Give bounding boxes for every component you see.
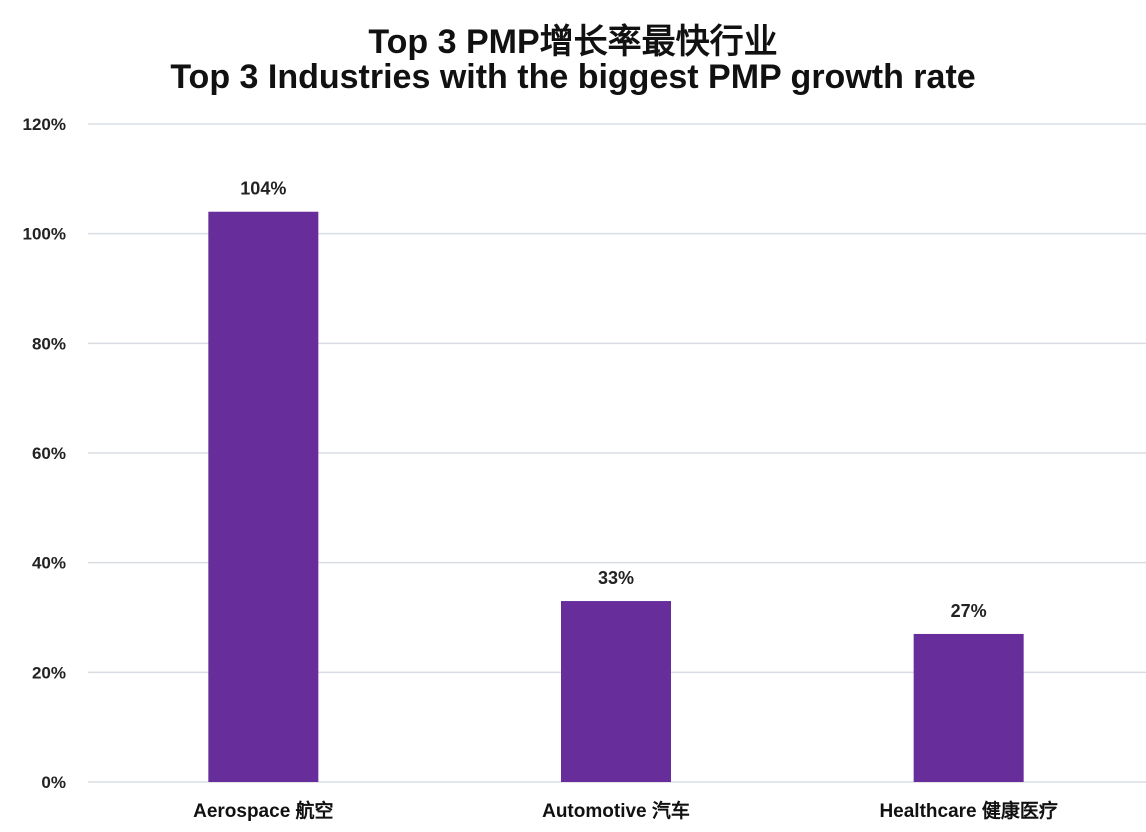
y-tick-label: 0% xyxy=(41,773,66,792)
y-tick-label: 120% xyxy=(23,115,66,134)
chart-title: Top 3 PMP增长率最快行业 xyxy=(368,23,778,61)
data-label: 33% xyxy=(598,568,634,588)
y-tick-label: 20% xyxy=(32,663,66,682)
chart-subtitle: Top 3 Industries with the biggest PMP gr… xyxy=(170,58,976,96)
bar xyxy=(913,633,1024,782)
x-category-label: Automotive 汽车 xyxy=(542,799,690,822)
data-label: 27% xyxy=(951,601,987,621)
data-label: 104% xyxy=(240,179,286,199)
y-tick-label: 80% xyxy=(32,334,66,353)
x-category-label: Aerospace 航空 xyxy=(193,799,333,822)
bar xyxy=(208,211,319,782)
y-tick-label: 60% xyxy=(32,444,66,463)
y-tick-label: 100% xyxy=(23,225,66,244)
y-tick-label: 40% xyxy=(32,554,66,573)
bar xyxy=(561,601,671,782)
x-category-label: Healthcare 健康医疗 xyxy=(879,799,1057,822)
